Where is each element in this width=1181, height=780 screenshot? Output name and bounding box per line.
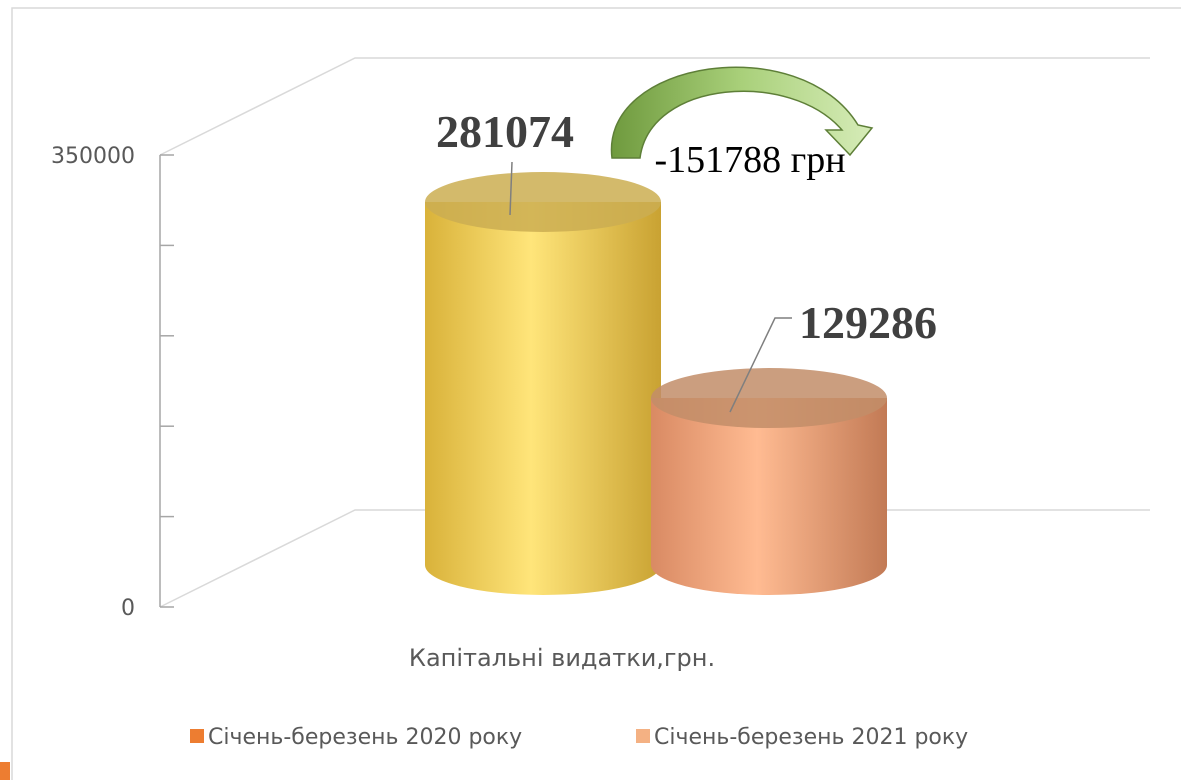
cylinder <box>425 202 661 595</box>
data-label: 129286 <box>799 297 937 348</box>
y-tick-label: 0 <box>121 596 135 621</box>
cylinder <box>651 398 887 595</box>
legend-swatch <box>636 729 650 743</box>
data-label: 281074 <box>436 106 574 157</box>
leader-line <box>729 317 792 413</box>
x-tick-label: Капітальні видатки,грн. <box>409 644 715 672</box>
cylinder-top <box>425 172 661 233</box>
y-tick-label: 350000 <box>51 144 135 169</box>
corner-mark <box>0 762 10 780</box>
leader-line <box>509 161 513 216</box>
annotation: -151788 грн <box>654 139 845 181</box>
frame <box>11 7 1181 780</box>
legend-label: Січень-березень 2021 року <box>654 725 968 750</box>
legend-swatch <box>190 729 204 743</box>
change-arrow <box>610 66 874 159</box>
legend-label: Січень-березень 2020 року <box>208 725 522 750</box>
cylinder-top <box>651 368 887 429</box>
